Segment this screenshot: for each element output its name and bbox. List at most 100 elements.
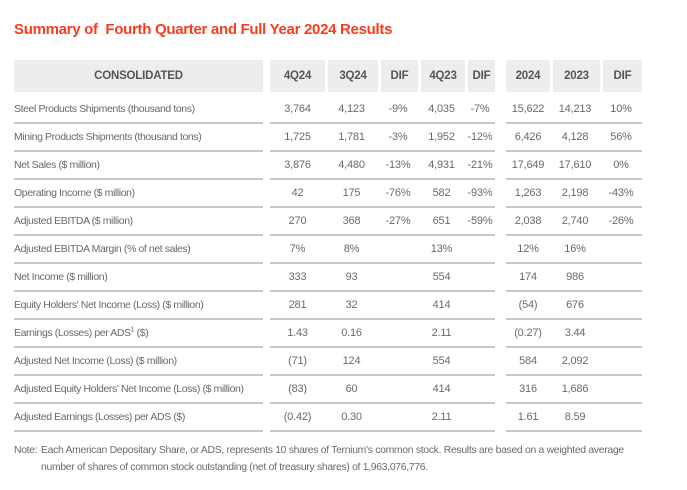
cell-4q23: 13% bbox=[418, 236, 465, 264]
row-label: Adjusted EBITDA Margin (% of net sales) bbox=[14, 236, 263, 264]
cell-2024: 584 bbox=[506, 348, 550, 376]
table-row: Adjusted Net Income (Loss) ($ million) (7… bbox=[14, 348, 642, 376]
row-label: Mining Products Shipments (thousand tons… bbox=[14, 124, 263, 152]
column-gap bbox=[495, 96, 506, 124]
cell-4q24: 42 bbox=[270, 180, 325, 208]
cell-dif-3: 10% bbox=[600, 96, 642, 124]
cell-3q24: 0.30 bbox=[325, 404, 378, 432]
cell-2023: 1,686 bbox=[550, 376, 600, 404]
page-title: Summary of Fourth Quarter and Full Year … bbox=[14, 21, 393, 38]
column-header-4q24: 4Q24 bbox=[270, 60, 325, 92]
column-gap bbox=[495, 152, 506, 180]
cell-4q24: (0.42) bbox=[270, 404, 325, 432]
cell-3q24: 4,480 bbox=[325, 152, 378, 180]
cell-4q24: 3,876 bbox=[270, 152, 325, 180]
cell-4q23: 2.11 bbox=[418, 320, 465, 348]
column-gap bbox=[263, 96, 270, 124]
column-header-3q24: 3Q24 bbox=[325, 60, 378, 92]
column-gap bbox=[495, 124, 506, 152]
footnote-text: Each American Depositary Share, or ADS, … bbox=[41, 445, 624, 473]
cell-2024: 1,263 bbox=[506, 180, 550, 208]
cell-dif-3: -26% bbox=[600, 208, 642, 236]
cell-4q23: 554 bbox=[418, 264, 465, 292]
cell-dif-2: -7% bbox=[465, 96, 495, 124]
cell-dif-1: -13% bbox=[378, 152, 418, 180]
cell-dif-1 bbox=[378, 236, 418, 264]
cell-2024: 174 bbox=[506, 264, 550, 292]
cell-3q24: 60 bbox=[325, 376, 378, 404]
cell-dif-3 bbox=[600, 348, 642, 376]
cell-dif-3: -43% bbox=[600, 180, 642, 208]
table-header-row: CONSOLIDATED 4Q24 3Q24 DIF 4Q23 DIF 2024 2023 DI… bbox=[14, 60, 642, 92]
cell-2024: 15,622 bbox=[506, 96, 550, 124]
table-row: Operating Income ($ million) 42 175 -76% 582… bbox=[14, 180, 642, 208]
cell-dif-1 bbox=[378, 404, 418, 432]
row-label: Operating Income ($ million) bbox=[14, 180, 263, 208]
cell-dif-2 bbox=[465, 264, 495, 292]
cell-4q24: 1.43 bbox=[270, 320, 325, 348]
column-gap bbox=[263, 404, 270, 432]
cell-4q24: 333 bbox=[270, 264, 325, 292]
cell-2023: 2,092 bbox=[550, 348, 600, 376]
cell-2024: (54) bbox=[506, 292, 550, 320]
table-row: Adjusted EBITDA Margin (% of net sales) 7… bbox=[14, 236, 642, 264]
cell-4q24: 1,725 bbox=[270, 124, 325, 152]
cell-4q23: 1,952 bbox=[418, 124, 465, 152]
footnote-label: Note: bbox=[14, 445, 38, 456]
cell-4q23: 582 bbox=[418, 180, 465, 208]
cell-3q24: 368 bbox=[325, 208, 378, 236]
cell-2023: 2,740 bbox=[550, 208, 600, 236]
cell-dif-1 bbox=[378, 264, 418, 292]
column-gap bbox=[263, 264, 270, 292]
cell-dif-1: -27% bbox=[378, 208, 418, 236]
cell-dif-3 bbox=[600, 292, 642, 320]
cell-4q24: 270 bbox=[270, 208, 325, 236]
column-header-2024: 2024 bbox=[506, 60, 550, 92]
cell-dif-3 bbox=[600, 376, 642, 404]
cell-dif-1 bbox=[378, 376, 418, 404]
cell-2023: 3.44 bbox=[550, 320, 600, 348]
table-row: Adjusted Earnings (Losses) per ADS ($) (0… bbox=[14, 404, 642, 432]
cell-4q24: 7% bbox=[270, 236, 325, 264]
table-row: Net Income ($ million) 333 93 554 174 986 bbox=[14, 264, 642, 292]
cell-dif-3 bbox=[600, 320, 642, 348]
row-label: Adjusted Earnings (Losses) per ADS ($) bbox=[14, 404, 263, 432]
table-row: Adjusted Equity Holders' Net Income (Los… bbox=[14, 376, 642, 404]
column-gap bbox=[263, 376, 270, 404]
cell-2023: 14,213 bbox=[550, 96, 600, 124]
row-label: Adjusted EBITDA ($ million) bbox=[14, 208, 263, 236]
cell-dif-1: -3% bbox=[378, 124, 418, 152]
cell-3q24: 1,781 bbox=[325, 124, 378, 152]
cell-2023: 16% bbox=[550, 236, 600, 264]
table-row: Net Sales ($ million) 3,876 4,480 -13% 4,931… bbox=[14, 152, 642, 180]
cell-3q24: 124 bbox=[325, 348, 378, 376]
column-gap bbox=[495, 404, 506, 432]
cell-4q23: 414 bbox=[418, 292, 465, 320]
table-row: Equity Holders' Net Income (Loss) ($ mil… bbox=[14, 292, 642, 320]
cell-dif-1 bbox=[378, 348, 418, 376]
row-label: Net Sales ($ million) bbox=[14, 152, 263, 180]
cell-4q23: 4,931 bbox=[418, 152, 465, 180]
cell-dif-2 bbox=[465, 320, 495, 348]
column-gap bbox=[263, 348, 270, 376]
cell-2023: 986 bbox=[550, 264, 600, 292]
column-header-dif-1: DIF bbox=[378, 60, 418, 92]
cell-dif-2 bbox=[465, 348, 495, 376]
cell-4q23: 414 bbox=[418, 376, 465, 404]
cell-4q24: 281 bbox=[270, 292, 325, 320]
column-gap bbox=[263, 180, 270, 208]
cell-2024: (0.27) bbox=[506, 320, 550, 348]
cell-2024: 17,649 bbox=[506, 152, 550, 180]
column-gap bbox=[495, 376, 506, 404]
cell-dif-2 bbox=[465, 404, 495, 432]
column-gap bbox=[495, 180, 506, 208]
cell-dif-2 bbox=[465, 376, 495, 404]
column-gap bbox=[263, 292, 270, 320]
row-label: Adjusted Net Income (Loss) ($ million) bbox=[14, 348, 263, 376]
row-label: Earnings (Losses) per ADS1 ($) bbox=[14, 320, 263, 348]
column-header-4q23: 4Q23 bbox=[418, 60, 465, 92]
cell-dif-3 bbox=[600, 264, 642, 292]
cell-2023: 676 bbox=[550, 292, 600, 320]
column-gap bbox=[495, 208, 506, 236]
